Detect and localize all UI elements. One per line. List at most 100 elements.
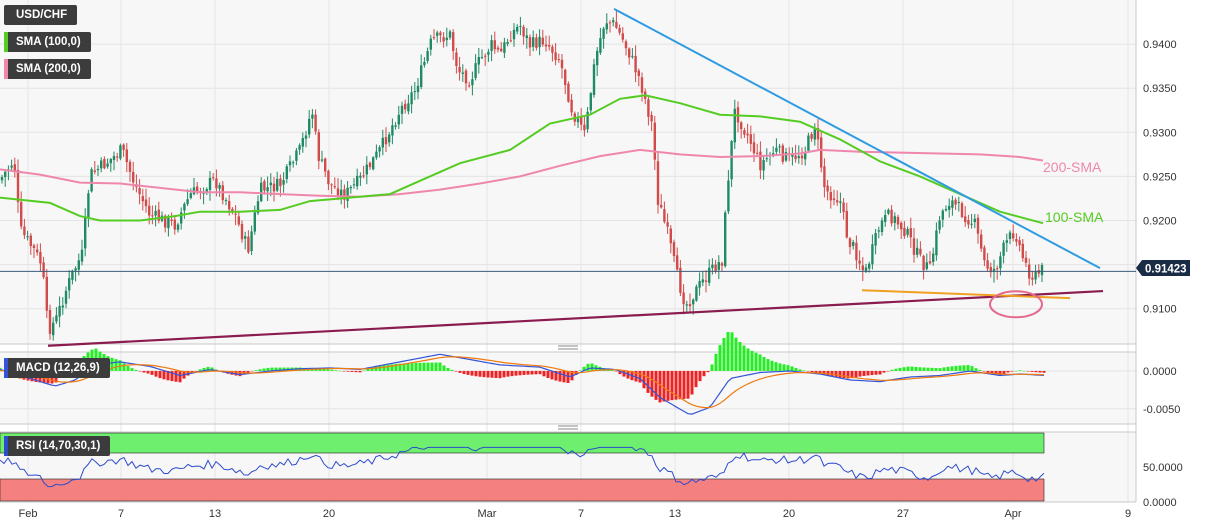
macd-histogram-bar [834,370,838,378]
candle-body [71,270,74,280]
macd-histogram-bar [538,370,542,375]
candle-body [429,38,432,50]
candle-body [480,57,484,59]
macd-histogram-bar [166,370,170,381]
candle-body [1034,271,1037,280]
candle-body [311,114,314,119]
candle-body [314,114,317,132]
candle-body [247,236,250,253]
candle-body [4,171,7,178]
candle-body [304,135,308,139]
time-axis: Feb 7 13 20 Mar 7 13 20 27 Apr 9 [19,508,1132,520]
legend-rsi[interactable]: RSI (14,70,30,1) [4,436,111,456]
candle-body [804,152,807,160]
legend-sma200[interactable]: SMA (200,0) [4,59,91,79]
candle-body [375,151,378,158]
macd-tick-label: 0.0000 [1143,366,1177,378]
macd-histogram-bar [122,363,126,371]
time-tick-label: 20 [783,508,795,520]
macd-histogram-bar [146,370,150,374]
candle-body [103,159,106,169]
macd-histogram-bar [850,370,854,379]
candle-body [237,216,240,225]
macd-histogram-bar [562,370,566,383]
macd-histogram-bar [838,370,842,378]
candle-body [848,238,852,247]
macd-histogram-bar [422,362,426,371]
candle-body [20,201,23,227]
macd-histogram-bar [498,370,502,379]
macd-histogram-bar [262,368,266,371]
macd-histogram-bar [314,368,318,371]
macd-histogram-bar [158,370,162,379]
time-tick-label: 13 [669,508,681,520]
macd-histogram-bar [582,366,586,371]
candle-body [468,85,471,87]
candle-body [884,214,887,222]
candle-body [61,305,64,308]
macd-histogram-bar [442,365,446,371]
macd-histogram-bar [466,370,470,375]
macd-histogram-bar [934,368,938,371]
macd-histogram-bar [734,337,738,371]
legend-macd[interactable]: MACD (12,26,9) [4,358,110,378]
symbol-label: USD/CHF [16,9,68,21]
macd-histogram-bar [662,370,666,402]
candle-body [132,171,135,183]
candle-body [509,40,512,42]
candle-body [983,247,986,261]
panel-resize-handle-macd[interactable] [558,345,578,350]
candle-body [356,175,359,187]
candle-body [448,31,452,38]
candle-body [624,41,628,49]
candle-body [964,216,967,222]
macd-histogram-bar [954,365,958,371]
macd-histogram-bar [878,370,882,375]
candle-body [52,322,55,336]
candle-body [570,99,573,113]
candle-body [688,304,692,307]
candle-body [640,77,644,93]
candle-body [746,133,749,136]
candle-body [858,260,861,264]
macd-histogram-bar [250,370,254,372]
candle-body [170,219,173,221]
panel-resize-handle-rsi[interactable] [558,425,578,430]
macd-histogram-bar [806,370,810,372]
price-panel-bg [0,0,1136,344]
candle-body [144,199,148,207]
candle-body [397,114,400,125]
time-tick-label: 7 [578,508,584,520]
candle-body [692,299,695,305]
candle-body [391,125,394,136]
candle-body [493,40,496,50]
candle-body [637,70,640,77]
macd-histogram-bar [490,370,494,378]
candle-body [122,144,125,150]
candle-body [592,64,596,96]
macd-histogram-bar [766,359,770,371]
legend-sma100[interactable]: SMA (100,0) [4,32,91,52]
candle-body [96,168,100,171]
macd-histogram-bar [998,370,1002,375]
candle-body [212,177,215,179]
macd-histogram-bar [406,363,410,371]
candle-body [749,134,752,144]
candle-body [973,218,976,223]
candle-body [932,253,935,263]
candle-body [714,264,717,272]
macd-histogram-bar [614,370,618,372]
macd-histogram-bar [634,370,638,382]
candle-body [528,37,532,48]
candle-body [634,55,637,73]
macd-label: MACD (12,26,9) [16,362,100,374]
candle-body [487,51,490,55]
candle-body [183,203,186,211]
candle-body [701,279,704,283]
candle-body [656,161,660,205]
candle-body [909,228,912,238]
macd-histogram-bar [558,370,562,382]
legend-symbol[interactable]: USD/CHF [4,5,78,25]
macd-histogram-bar [894,368,898,371]
candle-body [148,205,151,216]
